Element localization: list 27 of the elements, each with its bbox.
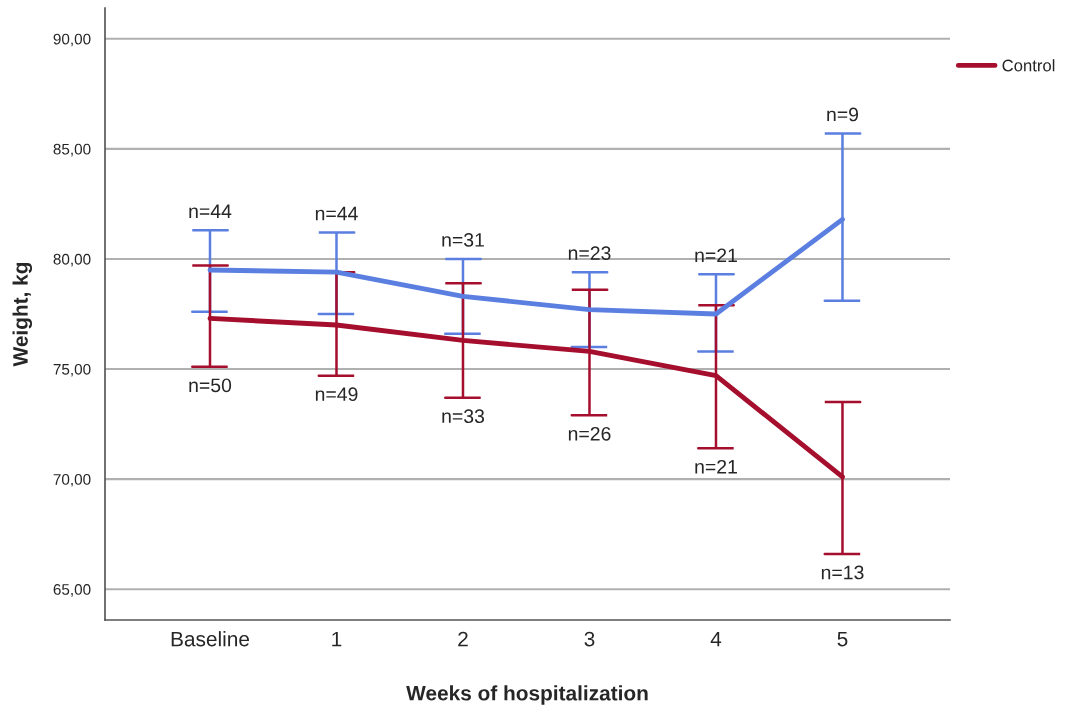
- y-tick-label: 70,00: [53, 473, 91, 487]
- annotation: n=23: [568, 246, 611, 260]
- annotation: n=50: [189, 378, 232, 393]
- x-tick-label: Baseline: [171, 631, 250, 647]
- x-tick-label: 1: [332, 631, 342, 647]
- y-tick-label: 90,00: [53, 33, 91, 47]
- x-tick-label: 5: [837, 631, 848, 647]
- annotation: n=31: [442, 233, 484, 247]
- x-axis-title: Weeks of hospitalization: [406, 685, 648, 705]
- x-tick-label: 2: [458, 631, 468, 647]
- annotation: n=21: [695, 459, 737, 474]
- x-tick-label: 3: [584, 631, 595, 647]
- annotation: n=13: [821, 565, 864, 580]
- y-tick-label: 85,00: [53, 143, 91, 157]
- annotation: n=9: [827, 107, 859, 122]
- annotation: n=44: [315, 206, 358, 221]
- annotation: n=44: [189, 204, 232, 218]
- annotation: n=49: [315, 387, 358, 402]
- y-axis-title: Weight, kg: [12, 262, 33, 367]
- y-tick-label: 65,00: [53, 584, 91, 597]
- annotation: n=26: [568, 426, 611, 441]
- x-tick-label: 4: [710, 631, 722, 647]
- y-tick-label: 75,00: [53, 363, 91, 377]
- y-tick-label: 80,00: [53, 253, 91, 267]
- annotation: n=21: [695, 248, 737, 263]
- legend-label: Control: [1002, 59, 1055, 72]
- annotation: n=33: [442, 409, 485, 424]
